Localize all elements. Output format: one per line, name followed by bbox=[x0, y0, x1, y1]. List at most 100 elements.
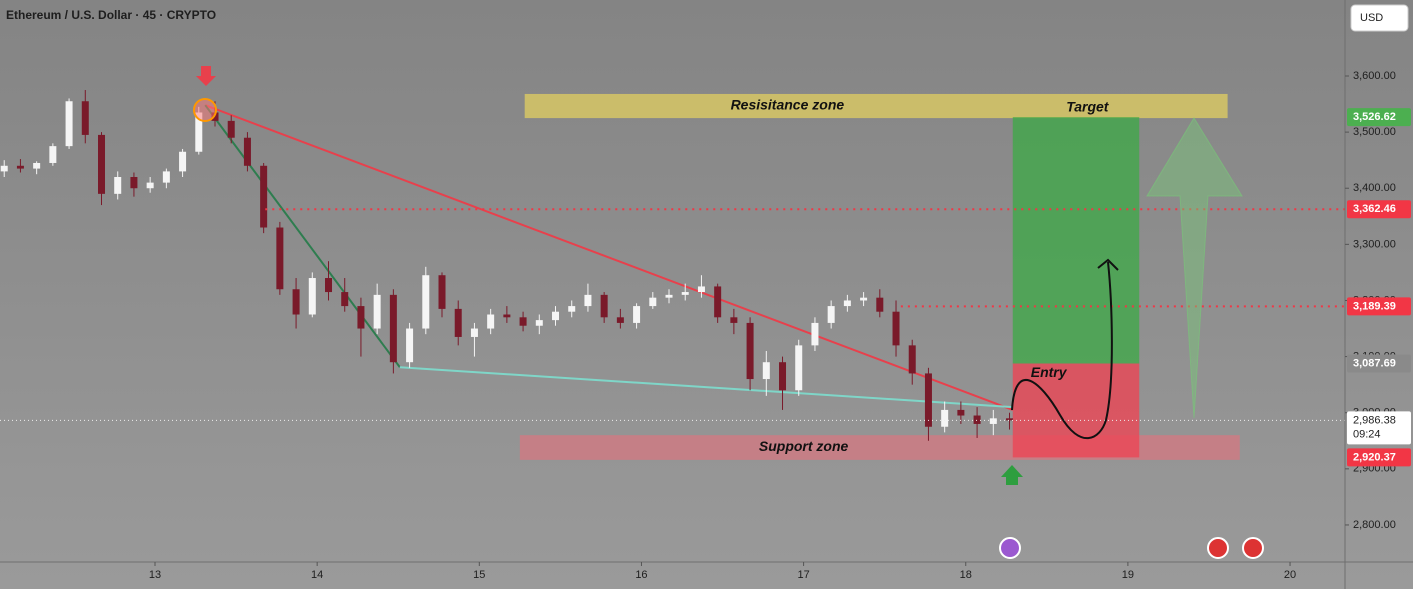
event-icon[interactable] bbox=[1242, 537, 1264, 559]
candle-body bbox=[162, 171, 170, 183]
x-tick-label: 14 bbox=[311, 569, 323, 581]
candle-body bbox=[616, 317, 624, 323]
countdown: 09:24 bbox=[1353, 428, 1381, 440]
price-label: 3,087.69 bbox=[1353, 357, 1396, 369]
candle-body bbox=[114, 177, 122, 194]
candle-body bbox=[892, 311, 900, 346]
candle-body bbox=[714, 286, 722, 318]
zone-tag: Target bbox=[1066, 99, 1110, 115]
price-label: 2,920.37 bbox=[1353, 451, 1396, 463]
y-tick-label: 3,400.00 bbox=[1353, 182, 1396, 194]
candle-body bbox=[470, 328, 478, 337]
trend-line bbox=[204, 104, 1014, 411]
price-label: 3,526.62 bbox=[1353, 111, 1396, 123]
last-price-box bbox=[1347, 411, 1411, 445]
x-tick-label: 16 bbox=[635, 569, 647, 581]
candle-body bbox=[843, 300, 851, 307]
x-tick-label: 20 bbox=[1284, 569, 1296, 581]
price-label-box bbox=[1347, 297, 1411, 316]
candle-body bbox=[649, 297, 657, 307]
candle-body bbox=[81, 101, 89, 135]
candle-body bbox=[389, 294, 397, 363]
up-arrow bbox=[1001, 465, 1023, 485]
candle-body bbox=[552, 311, 560, 321]
candle-body bbox=[908, 345, 916, 374]
candle-body bbox=[584, 294, 592, 307]
y-tick-label: 2,800.00 bbox=[1353, 519, 1396, 531]
event-icon[interactable] bbox=[1207, 537, 1229, 559]
candle-body bbox=[325, 278, 333, 293]
y-tick-label: 3,600.00 bbox=[1353, 70, 1396, 82]
price-label: 3,189.39 bbox=[1353, 300, 1396, 312]
trend-line bbox=[399, 366, 1013, 409]
loss-area bbox=[1012, 363, 1140, 458]
plot-area: Resisitance zone Target Support zone Entry bbox=[0, 90, 1345, 460]
candle-body bbox=[633, 306, 641, 323]
candle-body bbox=[681, 292, 689, 295]
candle-body bbox=[779, 362, 787, 391]
candle-body bbox=[487, 314, 495, 329]
candle-body bbox=[973, 415, 981, 424]
candle-body bbox=[438, 275, 446, 309]
candle-body bbox=[227, 120, 235, 138]
price-label: 3,362.46 bbox=[1353, 203, 1396, 215]
candle-body bbox=[16, 165, 24, 169]
x-tick-label: 15 bbox=[473, 569, 485, 581]
candle-body bbox=[260, 165, 268, 228]
candle-body bbox=[860, 297, 868, 301]
candle-body bbox=[308, 278, 316, 315]
last-price-label: 2,986.38 bbox=[1353, 414, 1396, 426]
candle-body bbox=[989, 418, 997, 424]
candle-body bbox=[454, 308, 462, 337]
candle-body bbox=[130, 177, 138, 189]
candle-body bbox=[179, 151, 187, 172]
candle-body bbox=[373, 294, 381, 329]
candle-body bbox=[292, 289, 300, 315]
price-label-box bbox=[1347, 448, 1411, 467]
candle-body bbox=[811, 322, 819, 346]
down-arrow bbox=[196, 66, 216, 86]
candle-body bbox=[1006, 418, 1014, 421]
zone bbox=[524, 93, 1228, 119]
profit-area bbox=[1012, 117, 1140, 364]
price-label-box bbox=[1347, 354, 1411, 373]
candle-body bbox=[195, 112, 203, 152]
candle-body bbox=[957, 409, 965, 416]
candle-body bbox=[876, 297, 884, 312]
candle-body bbox=[746, 322, 754, 380]
currency-button[interactable] bbox=[1350, 4, 1409, 32]
chart-title: Ethereum / U.S. Dollar · 45 · CRYPTO bbox=[6, 8, 216, 22]
y-tick-label: 3,300.00 bbox=[1353, 238, 1396, 250]
candle-body bbox=[941, 409, 949, 427]
projection-arrowhead bbox=[1097, 258, 1119, 271]
candle-body bbox=[276, 227, 284, 290]
candle-body bbox=[357, 306, 365, 329]
candle-body bbox=[697, 286, 705, 293]
trend-line bbox=[204, 104, 401, 368]
candle-body bbox=[98, 134, 106, 194]
candle-body bbox=[49, 146, 57, 163]
zone-label: Support zone bbox=[759, 438, 849, 454]
x-tick-label: 17 bbox=[797, 569, 809, 581]
x-tick-label: 19 bbox=[1122, 569, 1134, 581]
price-label-box bbox=[1347, 200, 1411, 219]
candle-body bbox=[730, 317, 738, 323]
target-arrow bbox=[1146, 117, 1243, 419]
candle-body bbox=[211, 112, 219, 121]
candle-body bbox=[65, 101, 73, 147]
candle-body bbox=[924, 373, 932, 427]
entry-label: Entry bbox=[1031, 364, 1068, 380]
x-tick-label: 13 bbox=[149, 569, 161, 581]
y-tick-label: 3,500.00 bbox=[1353, 126, 1396, 138]
candle-body bbox=[243, 137, 251, 166]
candle-body bbox=[33, 162, 41, 169]
peak-circle bbox=[193, 98, 217, 122]
event-icon[interactable] bbox=[999, 537, 1021, 559]
candle-body bbox=[665, 294, 673, 298]
candle-body bbox=[422, 275, 430, 329]
currency-label[interactable]: USD bbox=[1360, 12, 1383, 24]
candle-body bbox=[795, 345, 803, 391]
zone-label: Resisitance zone bbox=[731, 97, 845, 113]
candle-body bbox=[535, 320, 543, 326]
